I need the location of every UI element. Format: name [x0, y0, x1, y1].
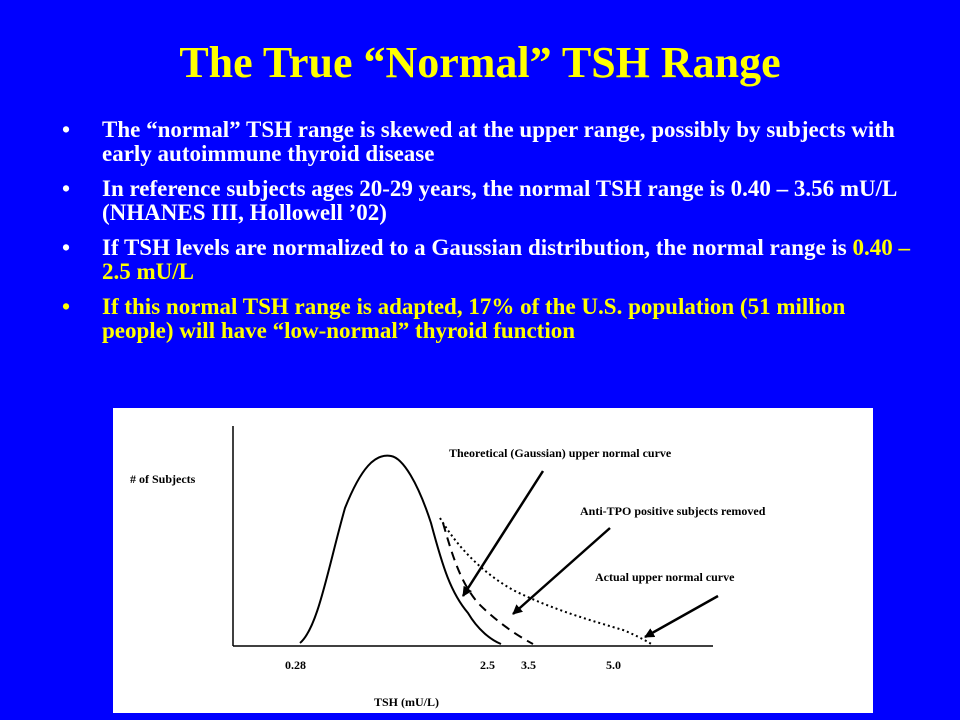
bullet-text: The “normal” TSH range is skewed at the …: [102, 117, 895, 166]
bullet-text: If TSH levels are normalized to a Gaussi…: [102, 235, 910, 284]
bullet-text: In reference subjects ages 20-29 years, …: [102, 176, 897, 225]
bullet-item: • The “normal” TSH range is skewed at th…: [62, 118, 922, 166]
figure-svg: # of Subjects Theoretical (Gaussian) upp…: [130, 426, 766, 709]
anti-tpo-annotation: Anti-TPO positive subjects removed: [580, 504, 766, 518]
bullet-text: If this normal TSH range is adapted, 17%…: [102, 294, 846, 343]
actual-annotation: Actual upper normal curve: [595, 570, 735, 584]
bullet-dot: •: [62, 117, 71, 142]
actual-arrow: [644, 594, 719, 639]
anti-tpo-arrow: [512, 527, 611, 615]
y-axis-label: # of Subjects: [130, 472, 196, 486]
x-tick-label: 2.5: [480, 658, 495, 672]
bullet-text-plain: If TSH levels are normalized to a Gaussi…: [102, 235, 853, 260]
gaussian-arrow: [461, 470, 545, 597]
gaussian-annotation: Theoretical (Gaussian) upper normal curv…: [449, 446, 672, 460]
x-tick-label: 5.0: [606, 658, 621, 672]
x-tick-label: 0.28: [285, 658, 306, 672]
actual-upper-normal-curve: [439, 517, 654, 646]
x-axis-label: TSH (mU/L): [374, 695, 439, 709]
bullet-dot: •: [62, 176, 71, 201]
anti-tpo-removed-curve: [442, 522, 534, 645]
x-tick-label: 3.5: [521, 658, 536, 672]
bullet-item: • In reference subjects ages 20-29 years…: [62, 177, 922, 225]
bullet-list: • The “normal” TSH range is skewed at th…: [62, 118, 922, 354]
bullet-item: • If this normal TSH range is adapted, 1…: [62, 295, 922, 343]
tsh-distribution-figure: # of Subjects Theoretical (Gaussian) upp…: [113, 408, 873, 713]
bullet-dot: •: [62, 235, 71, 260]
bullet-dot: •: [62, 294, 71, 319]
bullet-highlight: 0.40 – 2.5 mU/L: [102, 235, 911, 284]
bullet-item: • If TSH levels are normalized to a Gaus…: [62, 236, 922, 284]
slide-title: The True “Normal” TSH Range: [179, 38, 781, 87]
main-distribution-curve: [299, 454, 502, 645]
